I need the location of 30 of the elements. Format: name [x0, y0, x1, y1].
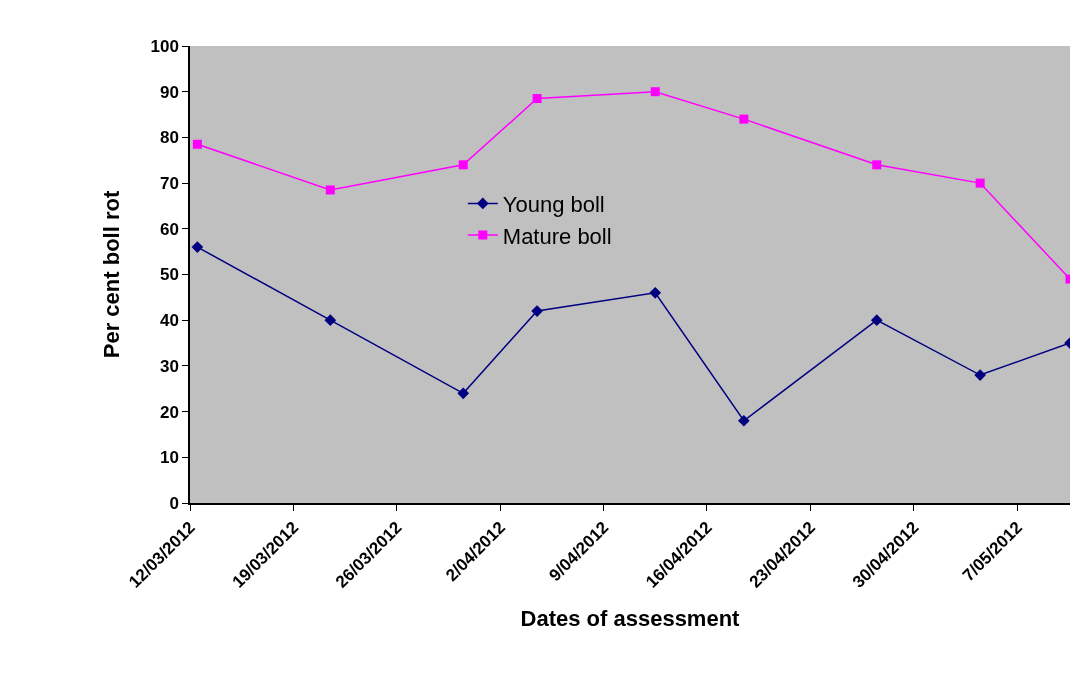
- point: [457, 387, 470, 400]
- point: [870, 314, 883, 327]
- point: [738, 414, 750, 427]
- point: [458, 160, 468, 170]
- point: [532, 94, 542, 104]
- y-axis-title: Per cent boll rot: [98, 190, 124, 359]
- y-tick-label: 40: [159, 311, 179, 331]
- y-tick-label: 70: [159, 174, 179, 194]
- point: [192, 139, 202, 149]
- y-tick-label: 10: [159, 448, 179, 468]
- y-tick-label: 20: [159, 402, 179, 422]
- y-tick-label: 50: [159, 265, 179, 285]
- point: [650, 87, 660, 97]
- point: [325, 185, 335, 195]
- point: [872, 160, 882, 170]
- y-tick-label: 80: [159, 128, 179, 148]
- legend-label: Mature boll: [502, 223, 612, 249]
- y-tick-label: 90: [159, 82, 179, 102]
- point: [975, 178, 985, 188]
- legend-label: Young boll: [502, 192, 605, 218]
- y-tick-label: 0: [169, 493, 179, 513]
- y-tick-label: 30: [159, 356, 179, 376]
- point: [324, 314, 337, 327]
- x-axis-title: Dates of assessment: [520, 606, 741, 632]
- point: [739, 114, 749, 124]
- y-tick-label: 100: [150, 36, 179, 56]
- point: [191, 241, 204, 253]
- point: [649, 286, 662, 299]
- point: [974, 369, 986, 381]
- y-tick-label: 60: [159, 219, 179, 239]
